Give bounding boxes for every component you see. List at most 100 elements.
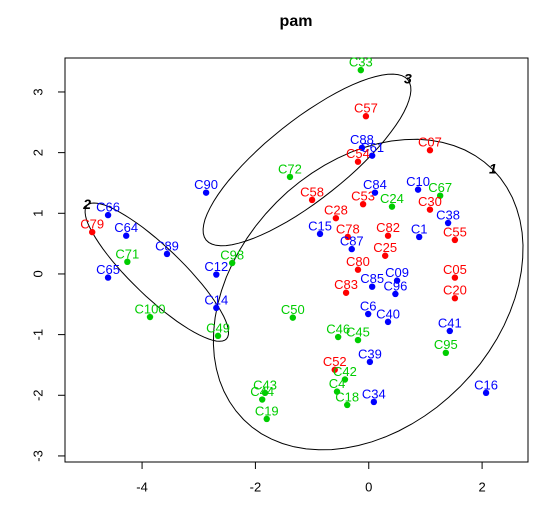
point-label: C66 — [96, 200, 120, 215]
cluster-ellipse — [84, 202, 230, 342]
point — [436, 192, 444, 199]
cluster-ellipse — [202, 73, 412, 247]
point — [202, 189, 210, 196]
point-label: C45 — [346, 325, 370, 340]
point-label: C64 — [114, 220, 138, 235]
point-label: C34 — [362, 386, 386, 401]
point-label: C80 — [346, 254, 370, 269]
cluster-label: 2 — [82, 196, 91, 212]
point — [344, 233, 351, 241]
y-tick-label: 2 — [30, 149, 45, 156]
point — [446, 327, 453, 335]
point — [213, 304, 220, 312]
point — [123, 232, 130, 239]
point — [393, 277, 401, 284]
point-label: C30 — [418, 194, 442, 209]
point — [368, 283, 376, 290]
cluster-label: 3 — [404, 71, 412, 87]
point — [341, 376, 349, 383]
point-label: C07 — [418, 135, 442, 150]
point-label: C57 — [354, 101, 378, 116]
point-label: C6 — [360, 298, 377, 313]
point — [228, 259, 236, 267]
point-label: C95 — [434, 337, 458, 352]
point-label: C67 — [428, 180, 452, 195]
point — [358, 144, 366, 151]
point — [332, 214, 340, 222]
point-label: C53 — [351, 189, 375, 204]
point-label: C90 — [194, 177, 218, 192]
point-label: C88 — [350, 132, 374, 147]
point-label: C50 — [281, 302, 305, 317]
y-tick-label: -3 — [30, 450, 45, 462]
point — [259, 396, 266, 403]
point — [381, 252, 389, 259]
point-label: C38 — [436, 207, 460, 222]
point — [384, 232, 392, 239]
y-tick-label: -2 — [30, 389, 45, 401]
point — [368, 152, 376, 159]
point-label: C46 — [326, 321, 350, 336]
y-tick-label: 3 — [30, 88, 45, 95]
point-label: C79 — [80, 217, 104, 232]
point-label: C4 — [329, 376, 346, 391]
point-label: C84 — [363, 177, 387, 192]
point-label: C12 — [204, 259, 228, 274]
point — [388, 203, 396, 210]
y-tick-label: 1 — [30, 210, 45, 217]
point — [354, 266, 362, 273]
x-tick-label: -4 — [136, 479, 148, 494]
point-label: C85 — [360, 271, 384, 286]
point — [415, 233, 423, 241]
point — [392, 290, 399, 298]
point — [89, 228, 96, 236]
point-label: C19 — [255, 403, 279, 418]
cluster-ellipse — [212, 138, 524, 451]
point — [348, 245, 355, 253]
point-label: C16 — [474, 377, 498, 392]
point-label: C39 — [358, 346, 382, 361]
point-label: C72 — [278, 161, 302, 176]
point-label: C25 — [373, 240, 397, 255]
point — [451, 236, 459, 244]
point — [370, 398, 378, 406]
point — [359, 200, 367, 208]
point — [366, 358, 374, 366]
point — [333, 388, 341, 395]
point — [334, 333, 342, 341]
point-label: C41 — [438, 315, 462, 330]
point-label: C82 — [376, 220, 400, 235]
point — [451, 274, 459, 281]
point-label: C42 — [333, 364, 357, 379]
point — [414, 186, 422, 193]
point-label: C65 — [96, 262, 120, 277]
point — [442, 349, 450, 357]
point — [124, 258, 131, 266]
point — [163, 250, 171, 258]
point — [146, 313, 154, 321]
point-label: C05 — [443, 262, 467, 277]
point — [426, 147, 434, 154]
point-label: C10 — [406, 174, 430, 189]
point — [316, 230, 324, 238]
point-label: C49 — [206, 320, 230, 335]
point-label: C100 — [134, 301, 165, 316]
point-label: C43 — [253, 377, 277, 392]
point-label: C52 — [323, 354, 347, 369]
point — [482, 389, 490, 397]
point — [371, 189, 379, 196]
point-label: C40 — [376, 306, 400, 321]
point-label: C87 — [340, 234, 364, 249]
point-label: C83 — [334, 277, 358, 292]
point — [104, 211, 112, 219]
point — [263, 415, 270, 423]
chart-title: pam — [280, 13, 313, 30]
point-label: C89 — [155, 238, 179, 253]
point — [362, 113, 370, 120]
plot-frame — [64, 57, 529, 463]
y-tick-label: -1 — [30, 329, 45, 341]
point-label: C14 — [204, 292, 228, 307]
point-label: C96 — [383, 278, 407, 293]
point-label: C15 — [308, 218, 332, 233]
x-tick-label: 2 — [478, 479, 485, 494]
